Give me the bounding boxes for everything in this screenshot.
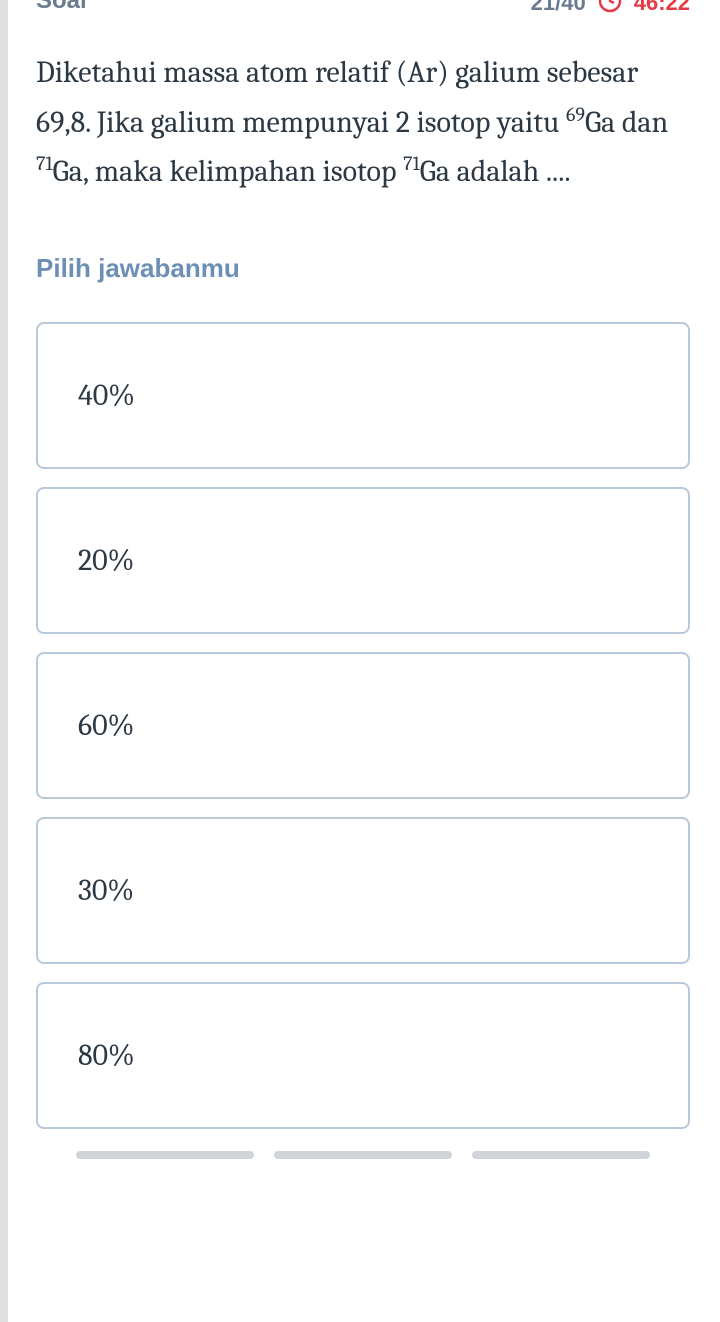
progress-bars (36, 1151, 690, 1159)
option-2-text: 20% (78, 543, 648, 578)
header-right: 21/40 46:22 (531, 0, 690, 18)
soal-label: Soal (36, 0, 87, 15)
option-3[interactable]: 60% (36, 652, 690, 799)
clock-icon (598, 0, 622, 18)
question-counter: 21/40 (531, 0, 586, 16)
timer-value: 46:22 (634, 0, 690, 16)
option-3-text: 60% (78, 708, 648, 743)
progress-bar-2 (274, 1151, 452, 1159)
progress-bar-3 (472, 1151, 650, 1159)
option-5-text: 80% (78, 1038, 648, 1073)
answer-prompt: Pilih jawabanmu (36, 253, 690, 284)
option-4[interactable]: 30% (36, 817, 690, 964)
option-2[interactable]: 20% (36, 487, 690, 634)
option-4-text: 30% (78, 873, 648, 908)
header-row: Soal 21/40 46:22 (36, 0, 690, 20)
progress-bar-1 (76, 1151, 254, 1159)
option-1[interactable]: 40% (36, 322, 690, 469)
question-text: Diketahui massa atom relatif (Ar) galium… (36, 48, 690, 197)
left-border-strip (0, 0, 8, 1322)
main-container: Soal 21/40 46:22 Diketahui massa atom re… (0, 0, 720, 1159)
option-5[interactable]: 80% (36, 982, 690, 1129)
option-1-text: 40% (78, 378, 648, 413)
